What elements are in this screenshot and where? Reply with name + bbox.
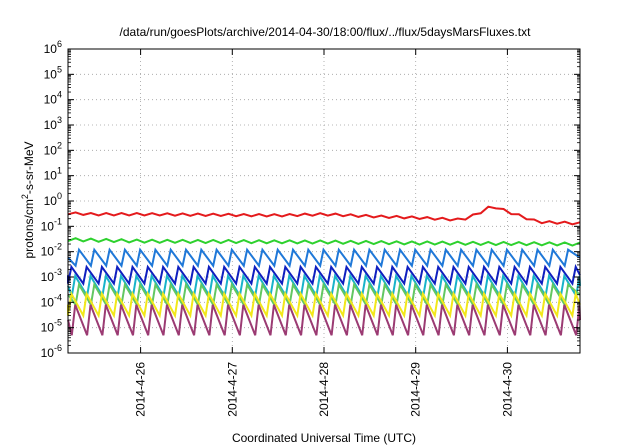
- series-line-8: [67, 304, 581, 336]
- series-line-5: [67, 273, 581, 300]
- y-tick-label: 102: [44, 140, 62, 157]
- series-line-7: [67, 289, 581, 319]
- series-line-3: [67, 247, 581, 269]
- y-axis-label: protons/cm2-s-sr-MeV: [20, 141, 36, 258]
- y-tick-label: 10-4: [41, 292, 62, 309]
- y-tick-label: 10-2: [41, 242, 62, 259]
- series-line-4: [67, 263, 581, 287]
- x-tick-label: 2014-4-28: [317, 362, 331, 417]
- axes: 10-6 10-5 10-4 10-3 10-2 10-1 100 101 102 103 104 1…: [41, 39, 581, 417]
- y-tick-label: 10-3: [41, 267, 62, 284]
- series-group: [67, 205, 581, 336]
- y-tick-label: 104: [44, 90, 62, 107]
- y-tick-label: 101: [44, 166, 62, 183]
- y-tick-label: 105: [44, 64, 62, 81]
- series-line-2: [67, 237, 581, 247]
- y-tick-label: 10-6: [41, 343, 62, 360]
- x-tick-label: 2014-4-29: [409, 362, 423, 417]
- y-tick-label: 100: [44, 191, 62, 208]
- y-tick-label: 10-5: [41, 318, 62, 335]
- x-axis-label: Coordinated Universal Time (UTC): [232, 431, 416, 445]
- plot-frame: [67, 48, 581, 354]
- x-tick-label: 2014-4-30: [500, 362, 514, 417]
- series-line-1: [67, 205, 581, 226]
- y-tick-label: 103: [44, 115, 62, 132]
- y-tick-label: 106: [44, 39, 62, 56]
- chart-title: /data/run/goesPlots/archive/2014-04-30/1…: [120, 25, 532, 39]
- x-tick-label: 2014-4-26: [134, 362, 148, 417]
- x-tick-label: 2014-4-27: [225, 362, 239, 417]
- y-tick-label: 10-1: [41, 216, 62, 233]
